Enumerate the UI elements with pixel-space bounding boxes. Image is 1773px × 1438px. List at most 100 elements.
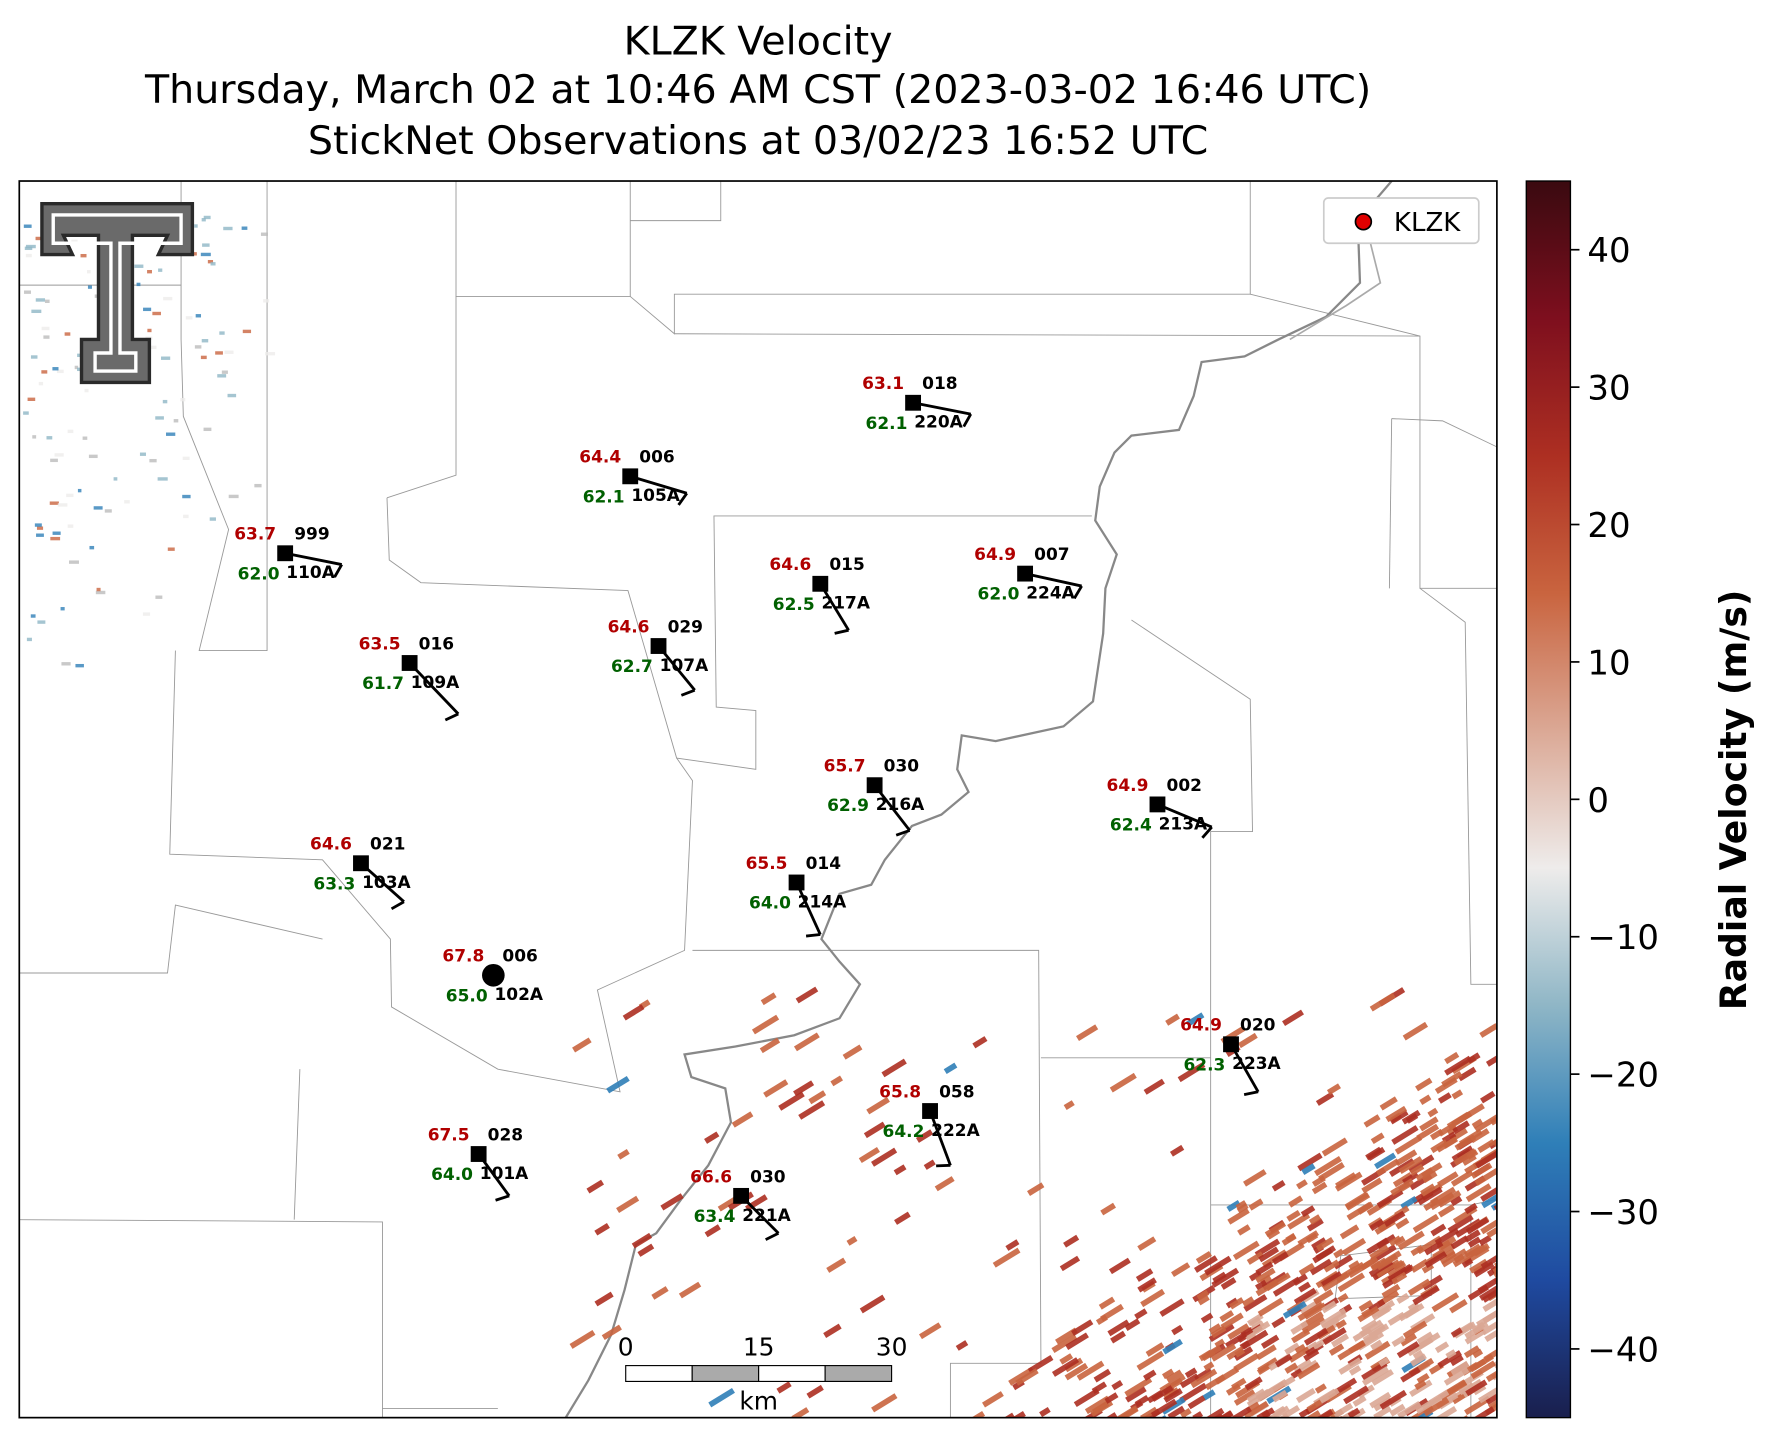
radar-echo [194, 224, 198, 228]
radar-echo [1278, 1412, 1290, 1418]
radar-echo [1105, 1412, 1118, 1418]
radar-echo [1237, 1032, 1258, 1049]
station-id: 217A [821, 594, 870, 614]
radar-echo [1423, 1197, 1441, 1211]
radar-echo [1402, 1021, 1429, 1041]
radar-echo [1367, 1323, 1386, 1338]
colorbar-tick-label: −30 [1587, 1193, 1659, 1233]
radar-echo [1429, 1128, 1444, 1141]
station-marker [733, 1187, 750, 1204]
radar-echo [594, 1223, 610, 1236]
wind-barb-flag [936, 1163, 951, 1168]
radar-echo [915, 1129, 934, 1143]
radar-echo [1124, 1376, 1153, 1398]
radar-echo [1321, 1300, 1337, 1314]
radar-echo [1439, 1250, 1457, 1265]
radar-echo [1218, 1410, 1233, 1418]
radar-echo [1015, 1368, 1039, 1386]
radar-echo [1451, 1089, 1464, 1100]
radar-echo [1337, 1272, 1366, 1293]
radar-echo [1059, 1255, 1081, 1272]
radar-echo [1334, 1171, 1363, 1192]
logo [40, 201, 195, 385]
station-dewpoint: 63.3 [313, 874, 355, 894]
radar-echo [1436, 1171, 1459, 1188]
radar-echo [1321, 1387, 1340, 1402]
radar-echo [1145, 1342, 1165, 1357]
station-temp: 66.6 [690, 1167, 732, 1187]
radar-echo [241, 226, 248, 230]
radar-echo [242, 329, 252, 334]
radar-echo [1501, 1118, 1515, 1126]
radar-echo [57, 503, 68, 507]
station-temp: 64.4 [579, 448, 621, 468]
radar-echo [1233, 1389, 1256, 1406]
station-id: 109A [411, 673, 460, 693]
radar-echo [1371, 1369, 1394, 1386]
title-line: KLZK Velocity [624, 18, 893, 64]
radar-echo [1300, 1205, 1316, 1218]
radar-echo [1469, 1358, 1487, 1373]
radar-echo [1255, 1344, 1277, 1361]
station-dewpoint: 62.9 [827, 796, 869, 816]
radar-echo [1305, 1232, 1319, 1244]
radar-echo [1503, 1328, 1519, 1338]
radar-echo [1467, 1284, 1489, 1301]
radar-echo [1314, 1383, 1327, 1394]
radar-echo [139, 452, 146, 456]
radar-echo [1346, 1407, 1366, 1418]
radar-echo [606, 1075, 630, 1094]
radar-echo [1430, 1139, 1448, 1154]
station-direction: 014 [806, 854, 842, 874]
radar-echo [1284, 1362, 1299, 1374]
radar-echo [185, 316, 193, 320]
radar-echo [260, 232, 268, 236]
radar-echo [1410, 1244, 1424, 1257]
radar-echo [1348, 1365, 1362, 1376]
radar-echo [1389, 1403, 1406, 1417]
radar-echo [1430, 1223, 1447, 1237]
radar-echo [1093, 1368, 1112, 1383]
station-direction: 021 [370, 835, 405, 855]
radar-echo [1396, 1341, 1420, 1359]
radar-echo [69, 560, 79, 564]
radar-echo [745, 1194, 768, 1212]
radar-echo [1379, 1096, 1398, 1111]
station-dewpoint: 62.7 [611, 657, 653, 677]
station-id: 216A [876, 795, 925, 815]
radar-echo [1108, 1257, 1131, 1275]
scale-label: 15 [743, 1332, 775, 1361]
radar-echo [651, 1286, 669, 1300]
radar-echo [1003, 1412, 1016, 1418]
radar-echo [1248, 1198, 1264, 1211]
radar-echo [1412, 1349, 1424, 1360]
radar-echo [1483, 1348, 1497, 1363]
radar-echo [1373, 1405, 1392, 1418]
station-marker [1149, 796, 1166, 813]
station-id: 223A [1232, 1054, 1281, 1074]
radar-echo [1059, 1353, 1074, 1365]
radar-echo [1039, 1406, 1051, 1418]
radar-echo [88, 454, 98, 459]
radar-echo [795, 986, 819, 1004]
radar-echo [1504, 1361, 1514, 1367]
radar-echo [1282, 1375, 1296, 1387]
radar-echo [1134, 1394, 1150, 1407]
radar-echo [201, 339, 209, 343]
radar-echo [1443, 1367, 1470, 1386]
radar-echo [1423, 1397, 1450, 1417]
radar-echo [147, 269, 152, 274]
radar-echo [1162, 1338, 1183, 1355]
radar-echo [1383, 1210, 1406, 1228]
radar-echo [23, 224, 32, 228]
radar-echo [1150, 1398, 1178, 1418]
radar-echo [1294, 1343, 1307, 1355]
radar-echo [1208, 1323, 1222, 1335]
radar-echo [161, 356, 171, 360]
radar-echo [1477, 1139, 1496, 1154]
radar-echo [223, 226, 233, 231]
radar-echo [46, 436, 53, 440]
radar-echo [1450, 1327, 1463, 1338]
colorbar-tick-label: −20 [1587, 1056, 1659, 1096]
radar-echo [1369, 1391, 1392, 1409]
